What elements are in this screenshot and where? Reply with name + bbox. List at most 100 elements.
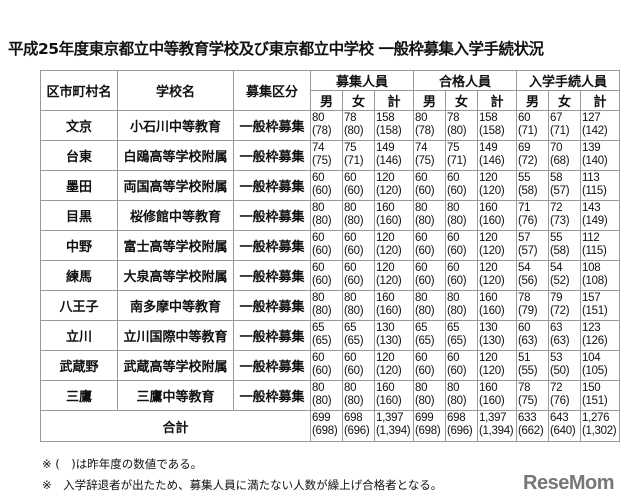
- current-value: 60: [312, 232, 325, 244]
- previous-year-value: (80): [312, 305, 332, 317]
- previous-year-value: (130): [376, 335, 402, 347]
- subheader-total: 計: [580, 90, 620, 111]
- current-value: 60: [344, 352, 357, 364]
- previous-year-value: (115): [582, 245, 607, 257]
- current-value: 130: [376, 322, 395, 334]
- previous-year-value: (80): [447, 125, 467, 137]
- previous-year-value: (142): [582, 125, 608, 137]
- value-cell: 80 (78): [413, 110, 446, 141]
- value-cell: 120 (120): [374, 350, 414, 381]
- previous-year-value: (71): [447, 155, 467, 167]
- value-cell: 54 (52): [548, 260, 581, 291]
- current-value: 127: [582, 112, 601, 124]
- previous-year-value: (120): [376, 275, 402, 287]
- current-value: 158: [376, 112, 395, 124]
- district-cell: 八王子: [40, 290, 118, 321]
- value-cell: 698 (696): [445, 410, 478, 442]
- school-cell: 白鴎高等学校附属: [117, 140, 234, 171]
- current-value: 643: [550, 412, 569, 424]
- current-value: 80: [312, 202, 325, 214]
- value-cell: 60 (60): [413, 260, 446, 291]
- category-cell: 一般枠募集: [233, 350, 311, 381]
- value-cell: 120 (120): [477, 350, 517, 381]
- current-value: 71: [518, 202, 531, 214]
- district-cell: 武蔵野: [40, 350, 118, 381]
- value-cell: 149 (146): [374, 140, 414, 171]
- value-cell: 79 (72): [548, 290, 581, 321]
- current-value: 108: [582, 262, 601, 274]
- previous-year-value: (52): [550, 275, 570, 287]
- previous-year-value: (63): [550, 335, 570, 347]
- value-cell: 60 (60): [310, 350, 343, 381]
- previous-year-value: (75): [518, 395, 538, 407]
- current-value: 60: [415, 262, 428, 274]
- current-value: 60: [447, 262, 460, 274]
- previous-year-value: (80): [344, 215, 364, 227]
- subheader-female: 女: [342, 90, 375, 111]
- header-enrolled: 入学手続人員: [516, 70, 620, 91]
- previous-year-value: (71): [550, 125, 570, 137]
- value-cell: 57 (57): [516, 230, 549, 261]
- value-cell: 60 (60): [342, 230, 375, 261]
- previous-year-value: (80): [344, 125, 364, 137]
- current-value: 130: [479, 322, 498, 334]
- value-cell: 160 (160): [477, 200, 517, 231]
- value-cell: 71 (76): [516, 200, 549, 231]
- current-value: 60: [415, 172, 428, 184]
- previous-year-value: (75): [415, 155, 435, 167]
- value-cell: 80 (80): [413, 380, 446, 411]
- previous-year-value: (56): [518, 275, 538, 287]
- category-cell: 一般枠募集: [233, 170, 311, 201]
- previous-year-value: (160): [479, 305, 505, 317]
- value-cell: 75 (71): [445, 140, 478, 171]
- current-value: 120: [376, 262, 395, 274]
- header-recruitment: 募集人員: [310, 70, 414, 91]
- previous-year-value: (73): [550, 215, 570, 227]
- value-cell: 80 (80): [445, 290, 478, 321]
- previous-year-value: (78): [312, 125, 332, 137]
- previous-year-value: (57): [518, 245, 538, 257]
- value-cell: 80 (80): [413, 200, 446, 231]
- previous-year-value: (160): [376, 215, 402, 227]
- value-cell: 74 (75): [413, 140, 446, 171]
- value-cell: 63 (63): [548, 320, 581, 351]
- current-value: 57: [518, 232, 531, 244]
- previous-year-value: (1,394): [479, 425, 514, 437]
- previous-year-value: (80): [415, 215, 435, 227]
- current-value: 150: [582, 382, 601, 394]
- previous-year-value: (108): [582, 275, 608, 287]
- current-value: 67: [550, 112, 563, 124]
- previous-year-value: (76): [550, 395, 570, 407]
- current-value: 60: [447, 232, 460, 244]
- value-cell: 113 (115): [580, 170, 620, 201]
- previous-year-value: (120): [479, 185, 505, 197]
- current-value: 60: [518, 322, 531, 334]
- value-cell: 65 (65): [342, 320, 375, 351]
- current-value: 1,397: [479, 412, 507, 424]
- previous-year-value: (60): [344, 185, 364, 197]
- value-cell: 80 (80): [445, 380, 478, 411]
- previous-year-value: (640): [550, 425, 576, 437]
- previous-year-value: (60): [344, 275, 364, 287]
- value-cell: 75 (71): [342, 140, 375, 171]
- previous-year-value: (72): [518, 155, 538, 167]
- current-value: 65: [312, 322, 325, 334]
- previous-year-value: (65): [344, 335, 364, 347]
- previous-year-value: (151): [582, 305, 608, 317]
- previous-year-value: (65): [415, 335, 435, 347]
- previous-year-value: (146): [479, 155, 505, 167]
- value-cell: 80 (80): [310, 200, 343, 231]
- current-value: 80: [415, 202, 428, 214]
- current-value: 70: [550, 142, 563, 154]
- value-cell: 78 (80): [342, 110, 375, 141]
- current-value: 78: [447, 112, 460, 124]
- value-cell: 80 (80): [342, 380, 375, 411]
- value-cell: 120 (120): [374, 260, 414, 291]
- category-cell: 一般枠募集: [233, 230, 311, 261]
- value-cell: 60 (60): [413, 170, 446, 201]
- previous-year-value: (58): [518, 185, 538, 197]
- value-cell: 54 (56): [516, 260, 549, 291]
- previous-year-value: (1,302): [582, 425, 617, 437]
- current-value: 80: [447, 292, 460, 304]
- value-cell: 643 (640): [548, 410, 581, 442]
